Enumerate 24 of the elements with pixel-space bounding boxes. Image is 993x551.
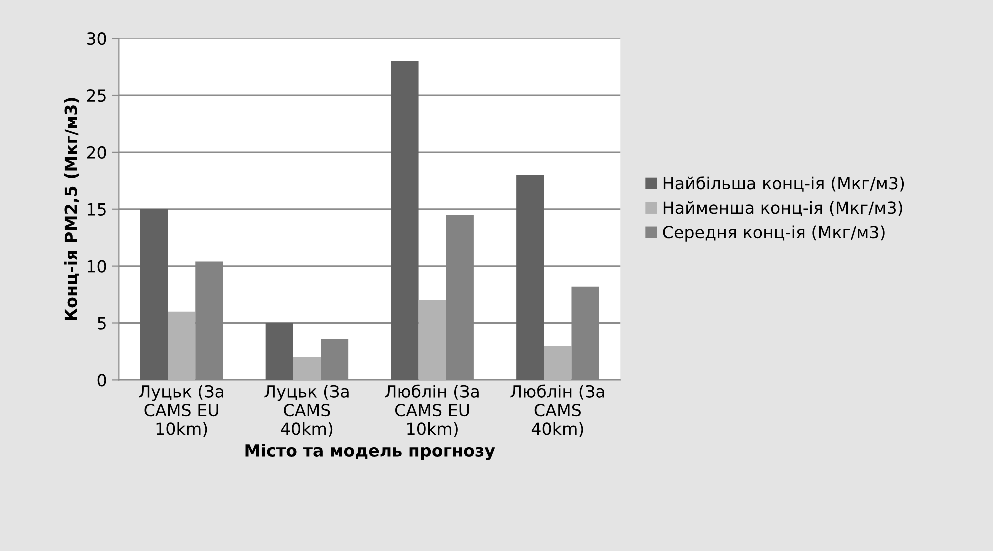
- x-axis-title: Місто та модель прогнозу: [246, 444, 496, 460]
- bar: [391, 61, 419, 380]
- y-tick-label: 20: [87, 146, 106, 160]
- y-axis-title: Конц-ія PM2,5 (Мкг/м3): [64, 98, 80, 321]
- x-tick-label: Люблін (За CAMS EU 10km): [385, 384, 479, 438]
- bar: [266, 323, 294, 380]
- y-tick-label: 5: [98, 317, 106, 330]
- y-tick-label: 15: [88, 204, 106, 216]
- y-tick-label: 10: [88, 260, 106, 273]
- legend-label: Найменша конц-ія (Мкг/м3): [664, 201, 902, 216]
- bar: [293, 357, 321, 380]
- bar: [168, 312, 196, 380]
- y-tick-label: 30: [87, 32, 106, 46]
- x-tick-label: Луцьк (За CAMS 40km): [264, 385, 349, 438]
- y-tick-label: 0: [98, 374, 106, 387]
- x-tick-label: Луцьк (За CAMS EU 10km): [139, 385, 224, 438]
- bar: [516, 175, 544, 380]
- legend-label: Середня конц-ія (Мкг/м3): [663, 226, 885, 242]
- legend-label: Найбільша конц-ія (Мкг/м3): [664, 176, 904, 192]
- bar: [418, 300, 446, 380]
- bar: [140, 209, 168, 380]
- y-tick-label: 25: [87, 89, 106, 102]
- x-tick-label: Люблін (За CAMS 40km): [510, 384, 604, 438]
- bar: [544, 346, 572, 380]
